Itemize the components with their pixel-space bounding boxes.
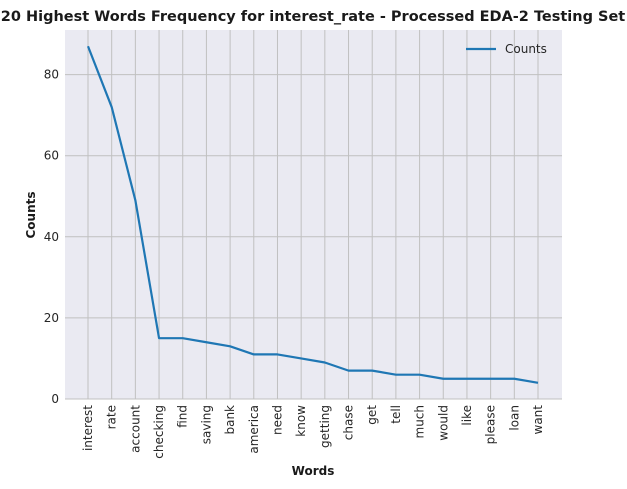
data-point [419,374,421,376]
x-tick-label: need [270,405,284,435]
y-axis-title: Counts [24,191,38,238]
data-point [466,378,468,380]
data-point [513,378,515,380]
x-tick-label: america [247,405,261,454]
data-point [253,353,255,355]
x-tick-label: much [413,405,427,439]
data-point [182,337,184,339]
series-line-counts [86,45,539,384]
x-tick-label: bank [223,405,237,435]
x-tick-label: getting [318,405,332,448]
x-axis-ticks: interest rate account checking find saving ban… [81,405,545,459]
y-tick-label: 0 [51,392,59,406]
data-point [205,341,207,343]
y-tick-label: 20 [44,311,59,325]
y-tick-label: 40 [44,230,59,244]
data-point [134,199,136,201]
x-axis-title: Words [292,464,335,478]
x-tick-label: would [436,405,450,441]
data-point [395,374,397,376]
y-axis-ticks: 0 20 40 60 80 [44,68,59,406]
y-tick-label: 60 [44,149,59,163]
x-tick-label: find [176,405,190,428]
plot-area [65,30,562,399]
data-point [111,106,113,108]
x-tick-label: please [484,405,498,444]
x-tick-label: saving [199,405,213,444]
data-point [348,370,350,372]
x-tick-label: interest [81,405,95,451]
data-point [276,353,278,355]
x-tick-label: tell [389,405,403,424]
data-point [371,370,373,372]
x-tick-label: know [294,405,308,437]
data-point [324,362,326,364]
data-point [87,45,89,47]
x-tick-label: account [128,405,142,453]
data-point [490,378,492,380]
y-tick-label: 80 [44,68,59,82]
data-point [442,378,444,380]
data-point [537,382,539,384]
legend-label-counts: Counts [505,42,547,56]
data-point [158,337,160,339]
x-tick-label: checking [152,405,166,459]
chart-title: 20 Highest Words Frequency for interest_… [1,9,626,25]
legend: Counts [466,42,547,56]
data-point [300,357,302,359]
x-tick-label: chase [342,405,356,440]
x-tick-label: want [531,405,545,435]
x-tick-label: rate [105,405,119,429]
grid-lines [65,30,562,400]
data-point [229,345,231,347]
x-tick-label: loan [507,405,521,431]
x-tick-label: like [460,405,474,426]
x-tick-label: get [365,405,379,425]
